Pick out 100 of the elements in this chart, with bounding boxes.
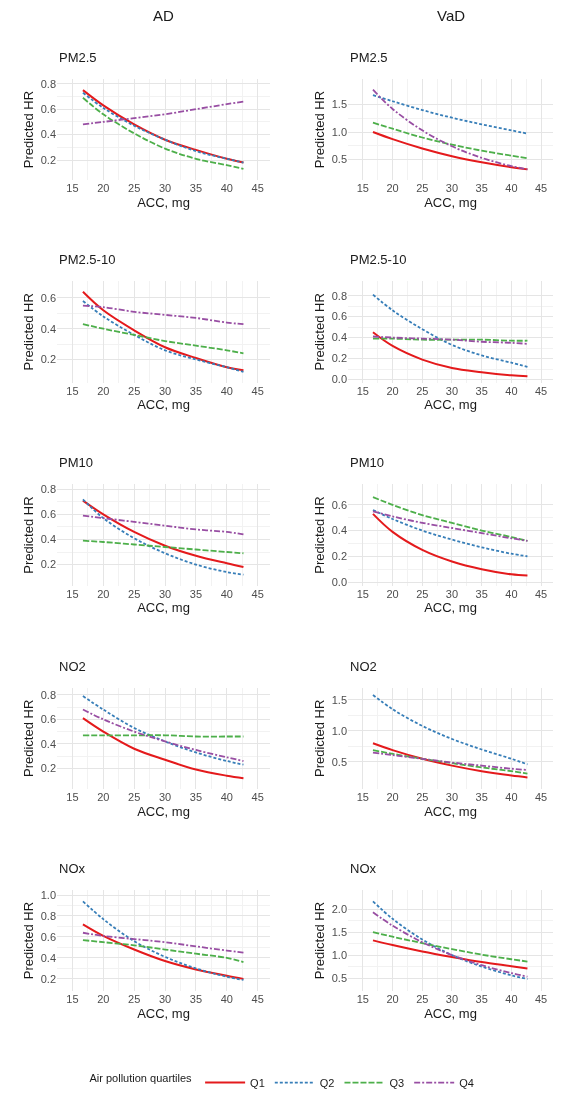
chart-title: NO2 <box>59 659 86 674</box>
y-tick-label: 0.0 <box>331 575 347 588</box>
x-tick-label: 30 <box>158 791 172 804</box>
x-axis-title: ACC, mg <box>137 397 190 413</box>
y-tick-label: 0.8 <box>40 77 56 90</box>
x-tick-label: 25 <box>416 384 429 397</box>
y-tick-label: 1.5 <box>331 693 347 706</box>
y-tick-label: 0.8 <box>331 289 347 302</box>
y-tick-label: 0.4 <box>40 128 56 141</box>
y-tick-label: 1.0 <box>331 125 347 138</box>
x-axis-title: ACC, mg <box>424 397 477 413</box>
x-axis-title: ACC, mg <box>137 803 190 819</box>
y-tick-label: 0.4 <box>40 533 56 546</box>
x-tick-label: 45 <box>534 587 548 600</box>
x-tick-label: 25 <box>128 182 141 195</box>
x-tick-label: 40 <box>505 993 518 1006</box>
x-tick-label: 40 <box>505 182 518 195</box>
y-tick-label: 0.6 <box>331 310 347 323</box>
x-axis-title: ACC, mg <box>424 1006 477 1022</box>
x-tick-label: 20 <box>97 182 110 195</box>
y-tick-label: 0.6 <box>40 508 56 521</box>
x-tick-label: 20 <box>97 587 110 600</box>
y-tick-label: 1.5 <box>331 925 347 938</box>
line-series <box>81 923 245 980</box>
x-tick-label: 30 <box>445 182 459 195</box>
x-axis-title: ACC, mg <box>424 194 477 210</box>
x-tick-label: 35 <box>189 587 203 600</box>
y-tick-label: 0.4 <box>331 524 347 537</box>
x-tick-label: 45 <box>251 587 264 600</box>
y-tick-label: 1.0 <box>331 724 347 737</box>
x-tick-label: 20 <box>386 993 399 1006</box>
y-tick-label: 0.5 <box>331 755 347 768</box>
x-tick-label: 35 <box>475 384 488 397</box>
line-series <box>82 514 245 536</box>
y-tick-label: 0.2 <box>40 972 56 985</box>
y-tick-label: 1.0 <box>40 888 56 901</box>
line-series <box>81 717 245 780</box>
x-tick-label: 15 <box>66 587 79 600</box>
line-series <box>371 331 529 378</box>
y-tick-label: 2.0 <box>331 902 347 915</box>
y-axis-title: Predicted HR <box>311 496 327 574</box>
y-tick-label: 0.2 <box>40 353 56 366</box>
line-series <box>82 323 245 355</box>
x-tick-label: 25 <box>128 791 141 804</box>
x-tick-label: 30 <box>445 587 459 600</box>
x-tick-label: 20 <box>97 791 110 804</box>
x-tick-label: 25 <box>416 791 429 804</box>
x-axis-title: ACC, mg <box>137 194 190 210</box>
x-tick-label: 20 <box>386 182 399 195</box>
y-tick-label: 1.5 <box>331 98 347 111</box>
x-tick-label: 20 <box>386 587 399 600</box>
y-axis-title: Predicted HR <box>20 901 36 980</box>
x-tick-label: 25 <box>128 384 141 397</box>
line-series <box>82 939 245 963</box>
x-tick-label: 30 <box>445 993 459 1006</box>
y-tick-label: 0.4 <box>331 331 347 344</box>
y-tick-label: 0.2 <box>40 153 56 166</box>
y-tick-label: 0.2 <box>40 558 56 571</box>
x-tick-label: 25 <box>416 587 429 600</box>
line-series <box>82 931 245 954</box>
y-tick-label: 0.5 <box>331 971 347 984</box>
x-tick-label: 15 <box>356 993 369 1006</box>
y-tick-label: 0.2 <box>331 352 347 365</box>
x-tick-label: 20 <box>386 791 399 804</box>
chart-title: NOx <box>59 861 86 876</box>
line-series <box>82 539 245 555</box>
line-series <box>82 695 245 766</box>
y-axis-title: Predicted HR <box>311 699 327 777</box>
x-tick-label: 15 <box>356 384 369 397</box>
legend-title: Air pollution quartiles <box>89 1072 193 1085</box>
y-axis-title: Predicted HR <box>311 293 327 371</box>
x-tick-label: 40 <box>220 993 233 1006</box>
x-tick-label: 15 <box>66 993 79 1006</box>
x-tick-label: 25 <box>416 993 429 1006</box>
y-axis-title: Predicted HR <box>20 90 36 169</box>
y-tick-label: 0.6 <box>40 291 56 304</box>
line-series <box>372 509 529 558</box>
y-tick-label: 0.6 <box>331 498 347 511</box>
line-series <box>372 496 529 542</box>
x-tick-label: 35 <box>475 587 488 600</box>
x-tick-label: 35 <box>475 791 488 804</box>
x-tick-label: 35 <box>189 182 203 195</box>
x-tick-label: 40 <box>220 182 233 195</box>
chart-title: PM2.5-10 <box>59 252 116 267</box>
x-tick-label: 15 <box>66 182 79 195</box>
line-series <box>82 100 245 126</box>
x-axis-title: ACC, mg <box>137 600 190 616</box>
y-tick-label: 0.4 <box>40 737 56 750</box>
legend-label: Q1 <box>250 1076 265 1089</box>
chart-title: NO2 <box>350 659 377 674</box>
x-tick-label: 15 <box>356 587 369 600</box>
y-tick-label: 0.5 <box>331 153 347 166</box>
line-series <box>371 939 529 970</box>
x-axis-title: ACC, mg <box>424 803 477 819</box>
line-series <box>372 88 529 171</box>
y-tick-label: 0.2 <box>331 550 347 563</box>
chart-title: PM2.5-10 <box>350 252 407 267</box>
x-tick-label: 35 <box>475 182 488 195</box>
x-axis-title: ACC, mg <box>137 1006 190 1022</box>
x-tick-label: 25 <box>128 993 141 1006</box>
